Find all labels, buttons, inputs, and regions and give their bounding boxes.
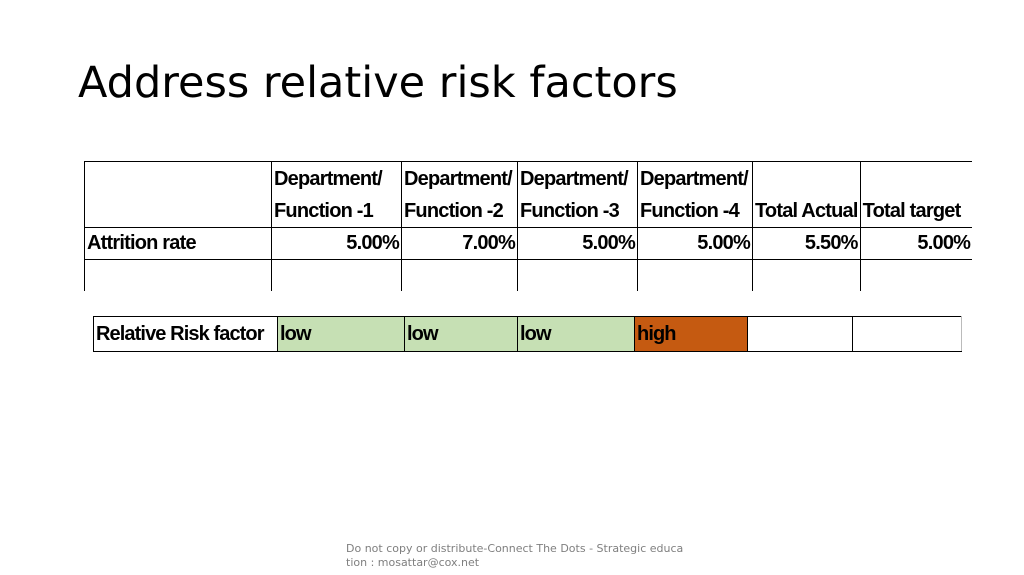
empty-cell [84, 259, 272, 291]
header-total-actual: Total Actual [752, 161, 861, 228]
risk-cell-dept-4: high [634, 316, 748, 352]
copyright-footer: Do not copy or distribute-Connect The Do… [346, 542, 684, 569]
attrition-value-dept-3: 5.00% [517, 227, 638, 260]
risk-factor-label: Relative Risk factor [93, 316, 278, 352]
header-dept-3: Department/Function -3 [517, 161, 638, 228]
attrition-value-total-target: 5.00% [859, 227, 973, 260]
risk-cell-total-actual [747, 316, 853, 352]
attrition-value-dept-1: 5.00% [271, 227, 402, 260]
header-dept-4: Department/Function -4 [637, 161, 753, 228]
attrition-label: Attrition rate [84, 227, 272, 260]
header-total-target: Total target [859, 161, 973, 228]
header-dept-2: Department/Function -2 [401, 161, 518, 228]
attrition-value-dept-2: 7.00% [401, 227, 518, 260]
attrition-table: Department/Function -1 Department/Functi… [84, 161, 973, 291]
risk-row: Relative Risk factor low low low high [93, 316, 962, 352]
attrition-value-total-actual: 5.50% [752, 227, 861, 260]
risk-cell-total-target [852, 316, 962, 352]
risk-cell-dept-3: low [517, 316, 635, 352]
empty-cell [271, 259, 402, 291]
attrition-value-dept-4: 5.00% [637, 227, 753, 260]
empty-cell [752, 259, 861, 291]
risk-factor-table: Relative Risk factor low low low high [93, 316, 962, 352]
empty-cell [517, 259, 638, 291]
risk-cell-dept-2: low [404, 316, 518, 352]
header-dept-1: Department/Function -1 [271, 161, 402, 228]
risk-cell-dept-1: low [277, 316, 405, 352]
empty-cell [401, 259, 518, 291]
attrition-row: Attrition rate 5.00% 7.00% 5.00% 5.00% 5… [84, 227, 973, 260]
slide-title: Address relative risk factors [78, 58, 678, 108]
empty-row [84, 259, 973, 291]
header-cell-blank [84, 161, 272, 228]
empty-cell [859, 259, 973, 291]
header-row: Department/Function -1 Department/Functi… [84, 161, 973, 228]
empty-cell [637, 259, 753, 291]
